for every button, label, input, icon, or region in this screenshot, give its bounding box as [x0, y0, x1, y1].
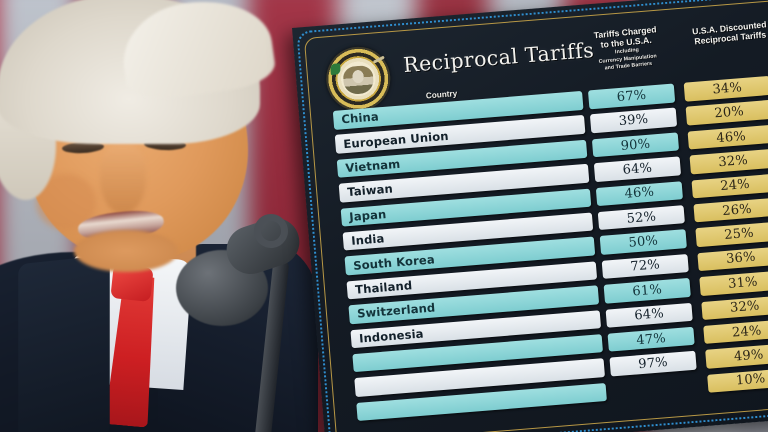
nose	[100, 144, 146, 214]
tariff-charged-value: 52%	[626, 209, 657, 227]
column-header-tariffs-charged: Tariffs Charged to the U.S.A. Including …	[571, 22, 683, 75]
country-label: Switzerland	[356, 300, 436, 322]
tariff-discounted-value: 46%	[715, 128, 747, 146]
tariff-discounted-cell: 34%	[683, 75, 768, 102]
tariff-discounted-value: 24%	[719, 177, 751, 195]
country-label: Thailand	[354, 278, 413, 297]
chin	[74, 230, 178, 272]
country-label: Vietnam	[344, 156, 401, 176]
country-label: Japan	[348, 206, 387, 224]
country-label: India	[350, 231, 385, 249]
tariff-charged-value: 67%	[616, 87, 647, 105]
tariff-charged-value: 97%	[637, 355, 669, 373]
tariff-discounted-value: 32%	[729, 298, 761, 317]
tariff-charged-value: 64%	[633, 306, 665, 324]
tariff-discounted-value: 26%	[721, 201, 753, 219]
olive-branch-icon	[330, 63, 341, 76]
tariff-discounted-value: 10%	[735, 371, 767, 389]
tariff-discounted-value: 24%	[731, 322, 763, 341]
country-label: Taiwan	[346, 181, 394, 200]
country-label: China	[340, 109, 380, 127]
tariff-charged-cell: 67%	[587, 83, 676, 109]
tariff-discounted-value: 32%	[717, 152, 749, 171]
tariff-discounted-value: 31%	[727, 274, 759, 292]
tariff-board: Reciprocal Tariffs Tariffs Charged to th…	[292, 0, 768, 432]
coat-lapel	[18, 254, 110, 432]
tariff-discounted-value: 25%	[723, 225, 755, 244]
column-header-country: Country	[425, 88, 458, 101]
tariff-discounted-value: 36%	[725, 250, 757, 268]
tariff-charged-value: 90%	[620, 136, 651, 154]
tariff-charged-value: 47%	[635, 330, 667, 349]
tariff-charged-value: 61%	[631, 282, 663, 300]
country-label: South Korea	[352, 251, 436, 273]
board-title: Reciprocal Tariffs	[402, 37, 595, 78]
tariff-charged-value: 46%	[624, 184, 655, 203]
arrows-icon	[372, 55, 385, 64]
column-header-usa-discounted: U.S.A. Discounted Reciprocal Tariffs	[675, 18, 768, 49]
tariff-charged-value: 72%	[629, 257, 661, 276]
country-label: Indonesia	[358, 326, 425, 346]
tariff-discounted-value: 49%	[733, 347, 765, 365]
tariff-charged-value: 50%	[627, 233, 659, 251]
tariff-discounted-value: 34%	[711, 79, 743, 98]
microphone	[168, 206, 328, 432]
tariff-discounted-value: 20%	[713, 104, 745, 122]
eagle-icon	[342, 64, 375, 96]
presidential-seal-icon	[323, 44, 393, 114]
tariff-rows: China 67% 34% European Union 39% 20% Vietnam 90…	[315, 75, 768, 429]
tariff-charged-value: 64%	[622, 160, 653, 178]
tariff-charged-value: 39%	[618, 111, 649, 130]
